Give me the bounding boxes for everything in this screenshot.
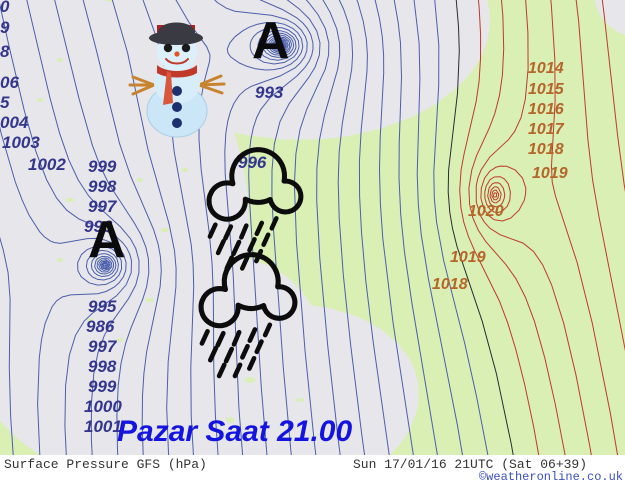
svg-text:1019: 1019 bbox=[450, 249, 486, 266]
svg-text:998: 998 bbox=[88, 357, 117, 376]
svg-text:999: 999 bbox=[88, 377, 117, 396]
svg-text:997: 997 bbox=[88, 337, 118, 356]
svg-text:1000: 1000 bbox=[84, 397, 122, 416]
svg-text:5: 5 bbox=[0, 93, 10, 112]
svg-text:004: 004 bbox=[0, 113, 29, 132]
svg-text:1018: 1018 bbox=[528, 141, 564, 158]
svg-text:993: 993 bbox=[255, 83, 284, 102]
svg-text:A: A bbox=[88, 211, 126, 269]
svg-text:1019: 1019 bbox=[532, 165, 568, 182]
svg-text:998: 998 bbox=[88, 177, 117, 196]
svg-text:06: 06 bbox=[0, 73, 19, 92]
svg-text:Surface Pressure GFS (hPa): Surface Pressure GFS (hPa) bbox=[4, 457, 207, 472]
svg-text:1014: 1014 bbox=[528, 60, 564, 77]
svg-text:1020: 1020 bbox=[468, 203, 504, 220]
svg-text:995: 995 bbox=[88, 297, 117, 316]
svg-text:1016: 1016 bbox=[528, 101, 564, 118]
svg-text:1015: 1015 bbox=[528, 81, 565, 98]
svg-text:1003: 1003 bbox=[2, 133, 40, 152]
svg-text:0: 0 bbox=[0, 0, 10, 16]
svg-text:A: A bbox=[252, 12, 290, 70]
svg-text:Pazar Saat 21.00: Pazar Saat 21.00 bbox=[117, 415, 352, 448]
svg-text:986: 986 bbox=[86, 317, 115, 336]
svg-text:1018: 1018 bbox=[432, 276, 468, 293]
svg-text:1002: 1002 bbox=[28, 155, 66, 174]
svg-text:8: 8 bbox=[0, 42, 10, 61]
svg-text:9: 9 bbox=[0, 18, 10, 37]
svg-text:©weatheronline.co.uk: ©weatheronline.co.uk bbox=[479, 470, 623, 483]
svg-text:999: 999 bbox=[88, 157, 117, 176]
svg-text:1017: 1017 bbox=[528, 121, 565, 138]
